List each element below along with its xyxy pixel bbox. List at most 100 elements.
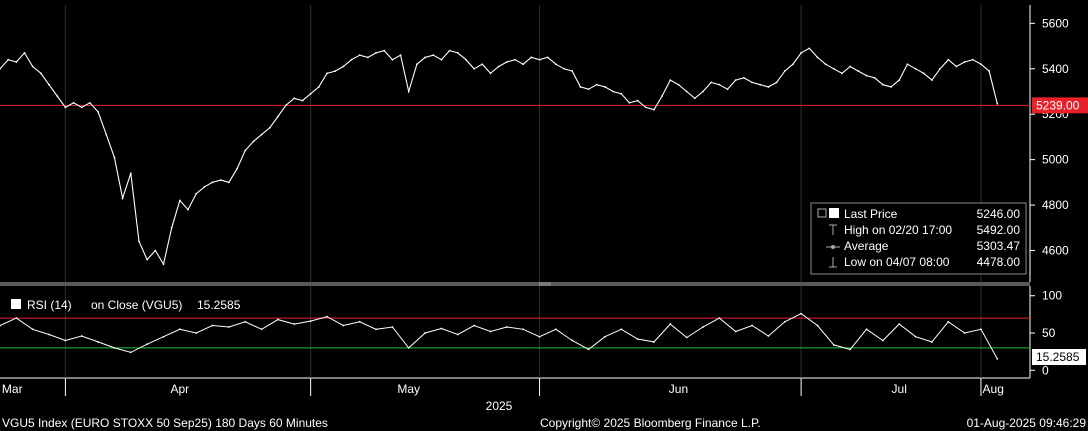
reference-line-group: 5239.00 [0,97,1088,114]
price-point [849,65,852,68]
rsi-point [522,328,525,331]
price-tick-label: 4800 [1042,198,1069,212]
rsi-point [947,320,950,323]
price-point [775,81,778,84]
price-point [399,54,402,57]
price-point [988,70,991,72]
price-point [865,74,868,77]
rsi-point [865,328,868,331]
rsi-point [832,344,835,346]
price-point [718,83,721,86]
price-tick-label: 5400 [1042,62,1069,76]
rsi-point [342,324,345,327]
rsi-point [604,335,606,338]
rsi-point [195,332,198,334]
price-point [317,86,320,88]
rsi-point [636,338,639,340]
legend-label: Low on 04/07 08:00 [844,255,950,269]
legend-checkbox-icon [817,208,827,218]
price-point [595,83,598,86]
rsi-point [227,326,230,328]
price-point [154,249,157,252]
rsi-point [211,324,214,327]
rsi-point [97,341,99,343]
rsi-levels [0,317,1030,349]
price-point [80,106,83,109]
price-point [211,181,214,184]
legend-value: 5303.47 [977,239,1021,253]
price-point [334,70,337,72]
price-point [792,63,794,66]
price-point [64,106,67,109]
price-point [841,72,843,75]
rsi-legend-subtitle: on Close (VGU5) [91,298,182,312]
price-point [489,72,492,75]
price-point [522,63,525,66]
rsi-point [931,341,933,343]
price-point [219,179,222,181]
rsi-legend-value: 15.2585 [197,298,241,312]
rsi-point [358,320,361,323]
price-point [473,67,476,70]
price-point [628,101,631,104]
price-point [138,240,140,243]
rsi-point [554,328,557,331]
price-point [407,90,410,93]
rsi-point [456,333,459,336]
rsi-point [129,351,132,354]
rsi-point [783,320,786,323]
price-point [890,86,892,88]
month-label: Aug [983,382,1004,396]
price-point [277,115,279,118]
low-marker-icon [829,257,837,268]
price-point [383,49,386,52]
rsi-point [881,339,884,342]
price-point [514,58,516,61]
rsi-point [407,347,410,349]
rsi-point [473,324,476,327]
price-point [939,67,941,70]
rsi-point [914,335,917,338]
rsi-series-points [0,312,999,360]
high-marker-icon [829,224,837,235]
price-tick-label: 5000 [1042,153,1069,167]
price-point [244,149,247,152]
average-dot-icon [831,245,835,249]
month-dividers [64,5,982,396]
price-point [571,70,574,72]
price-point [89,101,91,104]
price-point [767,86,770,88]
rsi-current-value: 15.2585 [1036,350,1080,364]
rsi-tick-label: 0 [1042,363,1049,377]
price-point [481,63,484,66]
price-point [375,51,377,54]
legend-value: 4478.00 [977,255,1021,269]
separator-bar[interactable] [0,282,1030,286]
price-point [465,58,467,61]
price-point [947,58,950,61]
price-point [759,83,762,86]
rsi-point [702,326,704,328]
rsi-point [391,326,394,328]
price-point [881,83,884,86]
rsi-point [375,328,377,331]
rsi-point [898,323,901,325]
price-point [23,51,26,54]
price-point [931,79,933,82]
panel-separator[interactable] [0,282,1030,286]
price-point [31,65,34,68]
rsi-point [64,339,67,342]
rsi-point [146,343,149,346]
reference-label: 5239.00 [1036,98,1080,112]
price-point [350,58,353,61]
legend-value: 5492.00 [977,223,1021,237]
price-point [358,54,361,57]
price-point [301,99,304,102]
price-point [604,86,606,88]
rsi-series-line [0,313,998,360]
price-point [178,199,181,202]
price-point [227,181,230,184]
price-point [440,58,443,61]
price-series-points [0,47,999,266]
